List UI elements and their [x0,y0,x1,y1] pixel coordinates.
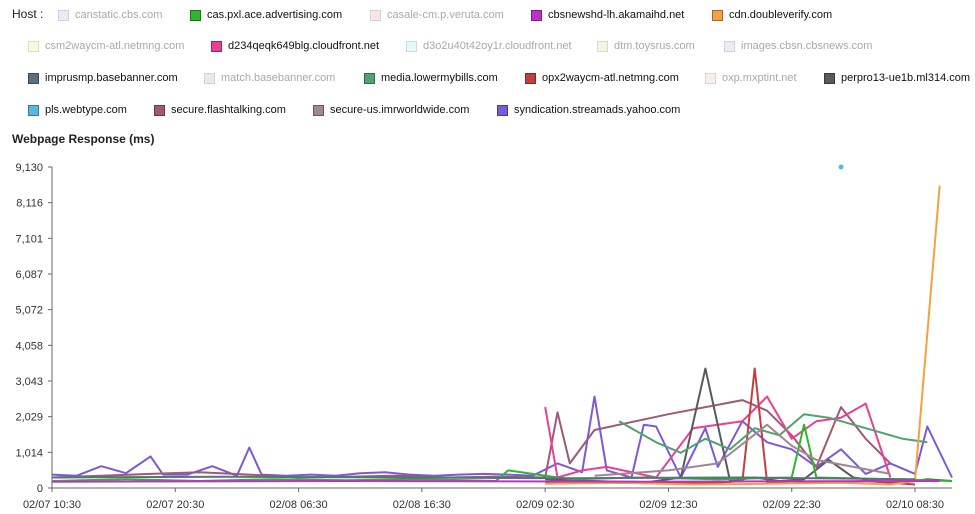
legend-item-label: pls.webtype.com [45,104,127,116]
legend-item[interactable]: dtm.toysrus.com [597,38,695,54]
legend-swatch [824,72,835,84]
legend-item[interactable]: secure-us.imrworldwide.com [313,102,469,118]
legend-item-label: media.lowermybills.com [381,72,498,84]
series-point[interactable] [838,164,844,170]
legend-item[interactable]: d234qeqk649blg.cloudfront.net [211,38,379,54]
legend-swatch [705,72,716,84]
legend-swatch [370,9,381,21]
series-line[interactable] [51,480,940,483]
legend-item[interactable]: cas.pxl.ace.advertising.com [190,7,342,23]
y-tick-label: 2,029 [15,412,43,424]
legend-item[interactable]: images.cbsn.cbsnews.com [724,38,872,54]
legend-item-label: opx2waycm-atl.netmng.com [542,72,679,84]
legend-item-label: cbsnewshd-lh.akamaihd.net [548,9,685,21]
legend-swatch [28,40,39,52]
legend-swatch [724,40,735,52]
legend-swatch [712,9,723,21]
legend-item[interactable]: imprusmp.basebanner.com [28,70,178,86]
series-line[interactable] [51,395,953,479]
legend-item[interactable]: cdn.doubleverify.com [712,7,832,23]
legend-swatch [211,40,222,52]
legend-item[interactable]: oxp.mxptint.net [705,70,797,86]
legend-swatch [497,104,508,116]
legend-swatch [531,9,542,21]
legend-item-label: images.cbsn.cbsnews.com [741,40,873,52]
series-line[interactable] [594,423,891,477]
y-tick-label: 1,014 [15,447,43,459]
legend-item-label: imprusmp.basebanner.com [45,72,178,84]
legend-label: Host : [12,7,44,21]
y-tick-label: 6,087 [15,269,43,281]
legend-item[interactable]: perpro13-ue1b.ml314.com [824,70,970,86]
legend-swatch [406,40,417,52]
x-tick-label: 02/10 08:30 [886,499,944,511]
legend-item-label: secure.flashtalking.com [171,104,286,116]
legend-swatch [154,104,165,116]
legend-item-label: dtm.toysrus.com [614,40,695,52]
legend-item[interactable]: opx2waycm-atl.netmng.com [525,70,679,86]
legend-item-label: syndication.streamads.yahoo.com [514,104,681,116]
legend-item-label: oxp.mxptint.net [722,72,797,84]
legend-item-label: canstatic.cbs.com [75,9,163,21]
x-tick-label: 02/09 22:30 [763,499,821,511]
legend-item-label: csm2waycm-atl.netmng.com [45,40,185,52]
legend-swatch [597,40,608,52]
chart-title: Webpage Response (ms) [12,132,155,146]
legend-item[interactable]: casale-cm.p.veruta.com [370,7,504,23]
y-tick-label: 3,043 [15,376,43,388]
legend-swatch [190,9,201,21]
legend-item[interactable]: media.lowermybills.com [364,70,498,86]
x-tick-label: 02/09 12:30 [639,499,697,511]
legend-swatch [204,72,215,84]
legend-swatch [525,72,536,84]
y-tick-label: 7,101 [15,233,43,245]
legend-item[interactable]: match.basebanner.com [204,70,335,86]
series-line[interactable] [51,423,953,482]
legend-swatch [364,72,375,84]
legend-item[interactable]: pls.webtype.com [28,102,127,118]
series-line[interactable] [51,475,916,481]
legend-item-label: match.basebanner.com [221,72,336,84]
legend-item-label: cdn.doubleverify.com [729,9,833,21]
legend-swatch [58,9,69,21]
x-tick-label: 02/09 02:30 [516,499,574,511]
y-tick-label: 4,058 [15,340,43,352]
legend-item-label: d234qeqk649blg.cloudfront.net [228,40,380,52]
y-tick-label: 5,072 [15,305,43,317]
y-tick-label: 8,116 [16,198,43,210]
series-line[interactable] [544,395,892,479]
x-tick-label: 02/07 10:30 [23,499,81,511]
legend-item-label: d3o2u40t42oy1r.cloudfront.net [423,40,572,52]
x-tick-label: 02/08 06:30 [270,499,328,511]
legend-item[interactable]: cbsnewshd-lh.akamaihd.net [531,7,684,23]
legend-item-label: secure-us.imrworldwide.com [330,104,470,116]
legend-item[interactable]: syndication.streamads.yahoo.com [497,102,680,118]
legend-item[interactable]: d3o2u40t42oy1r.cloudfront.net [406,38,572,54]
legend: Host : canstatic.cbs.com cas.pxl.ace.adve… [0,0,975,128]
legend-item[interactable]: canstatic.cbs.com [58,7,162,23]
x-tick-label: 02/07 20:30 [146,499,204,511]
legend-swatch [28,72,39,84]
legend-swatch [313,104,324,116]
legend-item[interactable]: csm2waycm-atl.netmng.com [28,38,184,54]
y-tick-label: 0 [37,483,43,495]
x-tick-label: 02/08 16:30 [393,499,451,511]
legend-item-label: cas.pxl.ace.advertising.com [207,9,343,21]
legend-swatch [28,104,39,116]
legend-item[interactable]: secure.flashtalking.com [154,102,286,118]
y-tick-label: 9,130 [15,162,43,174]
legend-item-label: perpro13-ue1b.ml314.com [841,72,971,84]
legend-item-label: casale-cm.p.veruta.com [387,9,504,21]
